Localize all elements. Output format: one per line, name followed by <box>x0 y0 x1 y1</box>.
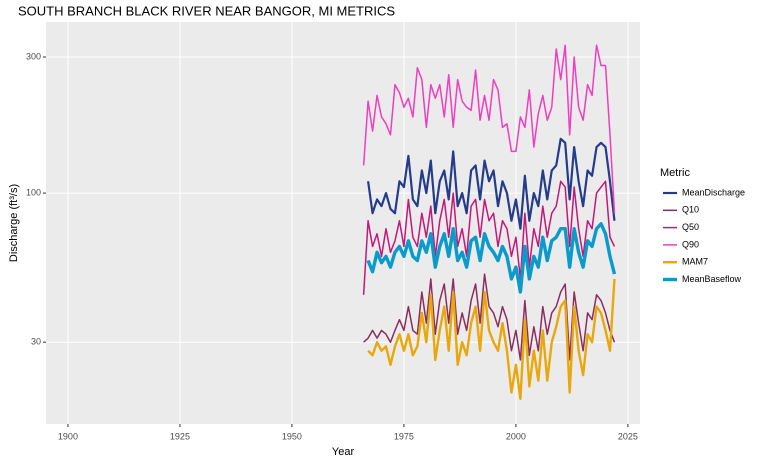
y-axis-title: Discharge (ft³/s) <box>8 184 20 262</box>
series-line <box>366 222 617 294</box>
legend-label: Q50 <box>682 222 699 232</box>
x-tick-label: 1900 <box>58 431 78 441</box>
x-tick-label: 1950 <box>282 431 302 441</box>
series-line <box>367 278 616 400</box>
chart-title: SOUTH BRANCH BLACK RIVER NEAR BANGOR, MI… <box>18 3 395 18</box>
y-tick-label: 300 <box>26 51 41 61</box>
plot-panel <box>46 22 640 424</box>
legend-label: Q10 <box>682 205 699 215</box>
y-tick-label: 30 <box>31 337 41 347</box>
x-axis-title: Year <box>332 446 355 458</box>
y-tick-label: 100 <box>26 187 41 197</box>
series-line <box>362 44 616 214</box>
x-tick-label: 1975 <box>394 431 414 441</box>
x-tick-label: 2025 <box>618 431 638 441</box>
legend-label: MeanBaseflow <box>682 274 742 284</box>
legend-label: MeanDischarge <box>682 187 745 197</box>
series-line <box>362 180 616 295</box>
x-tick-label: 1925 <box>170 431 190 441</box>
series-line <box>367 137 616 230</box>
legend-label: MAM7 <box>682 257 708 267</box>
legend-title: Metric <box>660 167 690 179</box>
x-tick-label: 2000 <box>506 431 526 441</box>
legend-label: Q90 <box>682 239 699 249</box>
